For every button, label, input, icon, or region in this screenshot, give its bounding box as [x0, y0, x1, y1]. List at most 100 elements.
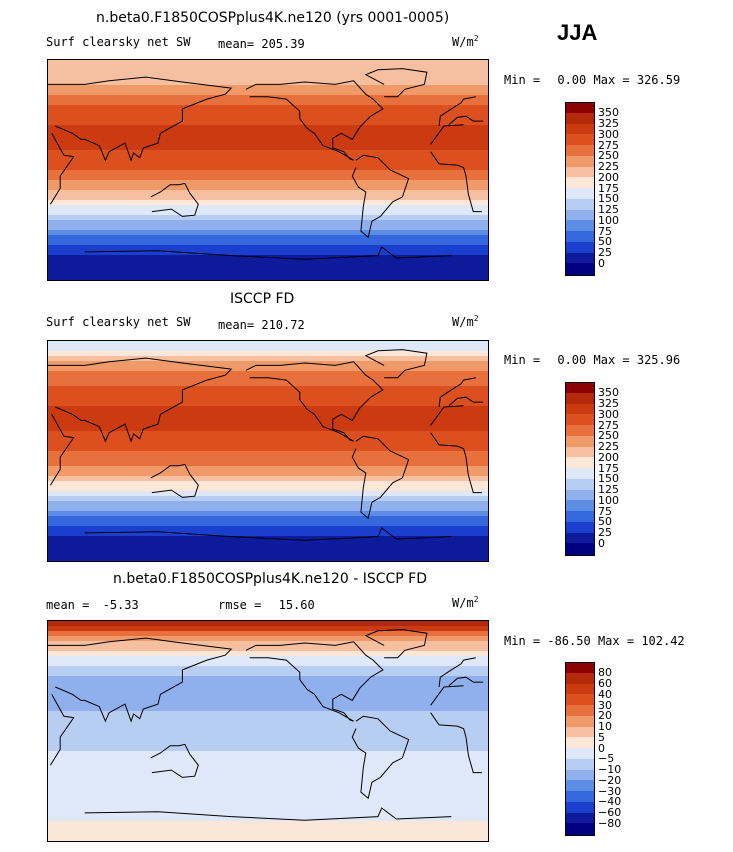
zonal-band: [48, 821, 488, 827]
zonal-band: [48, 100, 488, 106]
zonal-band: [48, 381, 488, 387]
panel-3-rmse-value: 15.60: [278, 598, 315, 612]
zonal-band: [48, 496, 488, 502]
colorbar-tick-label: 75: [598, 504, 612, 518]
coastline: [48, 357, 233, 443]
zonal-band: [48, 80, 488, 86]
zonal-band: [48, 90, 488, 96]
zonal-band: [48, 140, 488, 146]
colorbar-tick-label: −80: [598, 816, 622, 830]
colorbar-tick-label: 350: [598, 386, 619, 400]
colorbar-segment: [565, 532, 595, 544]
zonal-band: [48, 801, 488, 807]
zonal-band: [48, 210, 488, 216]
panel-1-mean: mean= 205.39: [218, 37, 305, 51]
zonal-band: [48, 180, 488, 186]
coastline: [430, 124, 464, 145]
panel-2-colorbar: 350 325 300 275 250 225 200 175 150 125 100 75 50 25 0: [565, 382, 645, 556]
zonal-band: [48, 115, 488, 121]
zonal-band: [48, 671, 488, 677]
coastline: [231, 527, 452, 541]
colorbar-tick-label: 175: [598, 461, 619, 475]
zonal-band: [48, 436, 488, 442]
colorbar-segment: [565, 134, 595, 146]
zonal-band: [48, 736, 488, 742]
colorbar-tick-label: −30: [598, 784, 622, 798]
panel-3-max-value: 102.42: [641, 634, 685, 648]
panel-1-units-exp: 2: [473, 34, 479, 43]
panel-3-min-value: -86.50: [547, 634, 591, 648]
zonal-band: [48, 531, 488, 537]
panel-1-minmax: Min = 0.00 Max = 326.59: [504, 73, 680, 87]
colorbar-tick-label: 325: [598, 117, 619, 130]
panel-1-variable-label: Surf clearsky net SW: [46, 35, 191, 49]
zonal-band: [48, 70, 488, 76]
zonal-band: [48, 701, 488, 707]
colorbar-tick-label: 300: [598, 407, 619, 421]
zonal-band: [48, 225, 488, 231]
zonal-band: [48, 75, 488, 81]
zonal-band: [48, 826, 488, 832]
coastline: [150, 182, 199, 217]
panel-1-units-text: W/m: [452, 35, 474, 49]
panel-2-min-label: Min =: [504, 353, 541, 367]
panel-1-max-label: Max =: [593, 73, 630, 87]
panel-3-colorbar: 80 60 40 30 20 10 5 0 −5 −10 −20 −30 −40 −60 −80: [565, 662, 645, 836]
zonal-band: [48, 751, 488, 757]
zonal-band: [48, 431, 488, 437]
coastline: [84, 250, 232, 257]
colorbar-segment: [565, 715, 595, 727]
panel-3-min-label: Min =: [504, 634, 541, 648]
zonal-band: [48, 361, 488, 367]
zonal-band: [48, 60, 488, 66]
zonal-band: [48, 556, 488, 561]
zonal-band: [48, 371, 488, 377]
zonal-band: [48, 366, 488, 372]
colorbar-tick-label: −60: [598, 806, 622, 819]
coastline: [231, 807, 452, 821]
colorbar-tick-label: −5: [598, 752, 615, 766]
coastline: [438, 96, 476, 127]
panel-1-mean-value: 205.39: [261, 37, 305, 51]
season-label: JJA: [557, 20, 598, 45]
colorbar-segment: [565, 166, 595, 178]
colorbar-tick-label: 125: [598, 203, 619, 216]
colorbar-tick-label: 80: [598, 666, 612, 680]
panel-3-mean-value: -5.33: [102, 598, 139, 612]
zonal-band: [48, 631, 488, 637]
panel-2-units-text: W/m: [452, 315, 474, 329]
zonal-band: [48, 65, 488, 71]
zonal-band: [48, 771, 488, 777]
panel-2-title: ISCCP FD: [230, 291, 295, 307]
coastline: [84, 531, 232, 538]
coastline: [351, 715, 410, 800]
panel-3-map-svg: [48, 621, 488, 841]
colorbar-tick-label: 275: [598, 138, 619, 152]
colorbar-segment: [565, 263, 595, 276]
zonal-band: [48, 726, 488, 732]
colorbar-tick-label: −20: [598, 773, 622, 787]
zonal-band: [48, 386, 488, 392]
panel-3-rmse-label: rmse =: [218, 598, 262, 612]
zonal-band: [48, 125, 488, 131]
coastline: [430, 712, 482, 774]
zonal-band: [48, 160, 488, 166]
zonal-band: [48, 756, 488, 762]
zonal-band: [48, 676, 488, 682]
zonal-band: [48, 250, 488, 256]
colorbar-tick-label: 0: [598, 536, 605, 550]
zonal-band: [48, 786, 488, 792]
colorbar-segment: [565, 220, 595, 232]
zonal-band: [48, 270, 488, 276]
coastline: [49, 694, 75, 766]
zonal-band: [48, 155, 488, 161]
zonal-band: [48, 506, 488, 512]
colorbar-segment: [565, 758, 595, 770]
zonal-band: [48, 165, 488, 171]
zonal-band: [48, 401, 488, 407]
colorbar-tick-label: 30: [598, 698, 612, 712]
zonal-band: [48, 451, 488, 457]
colorbar-segment: [565, 231, 595, 243]
colorbar-segment: [565, 500, 595, 512]
zonal-band: [48, 501, 488, 507]
